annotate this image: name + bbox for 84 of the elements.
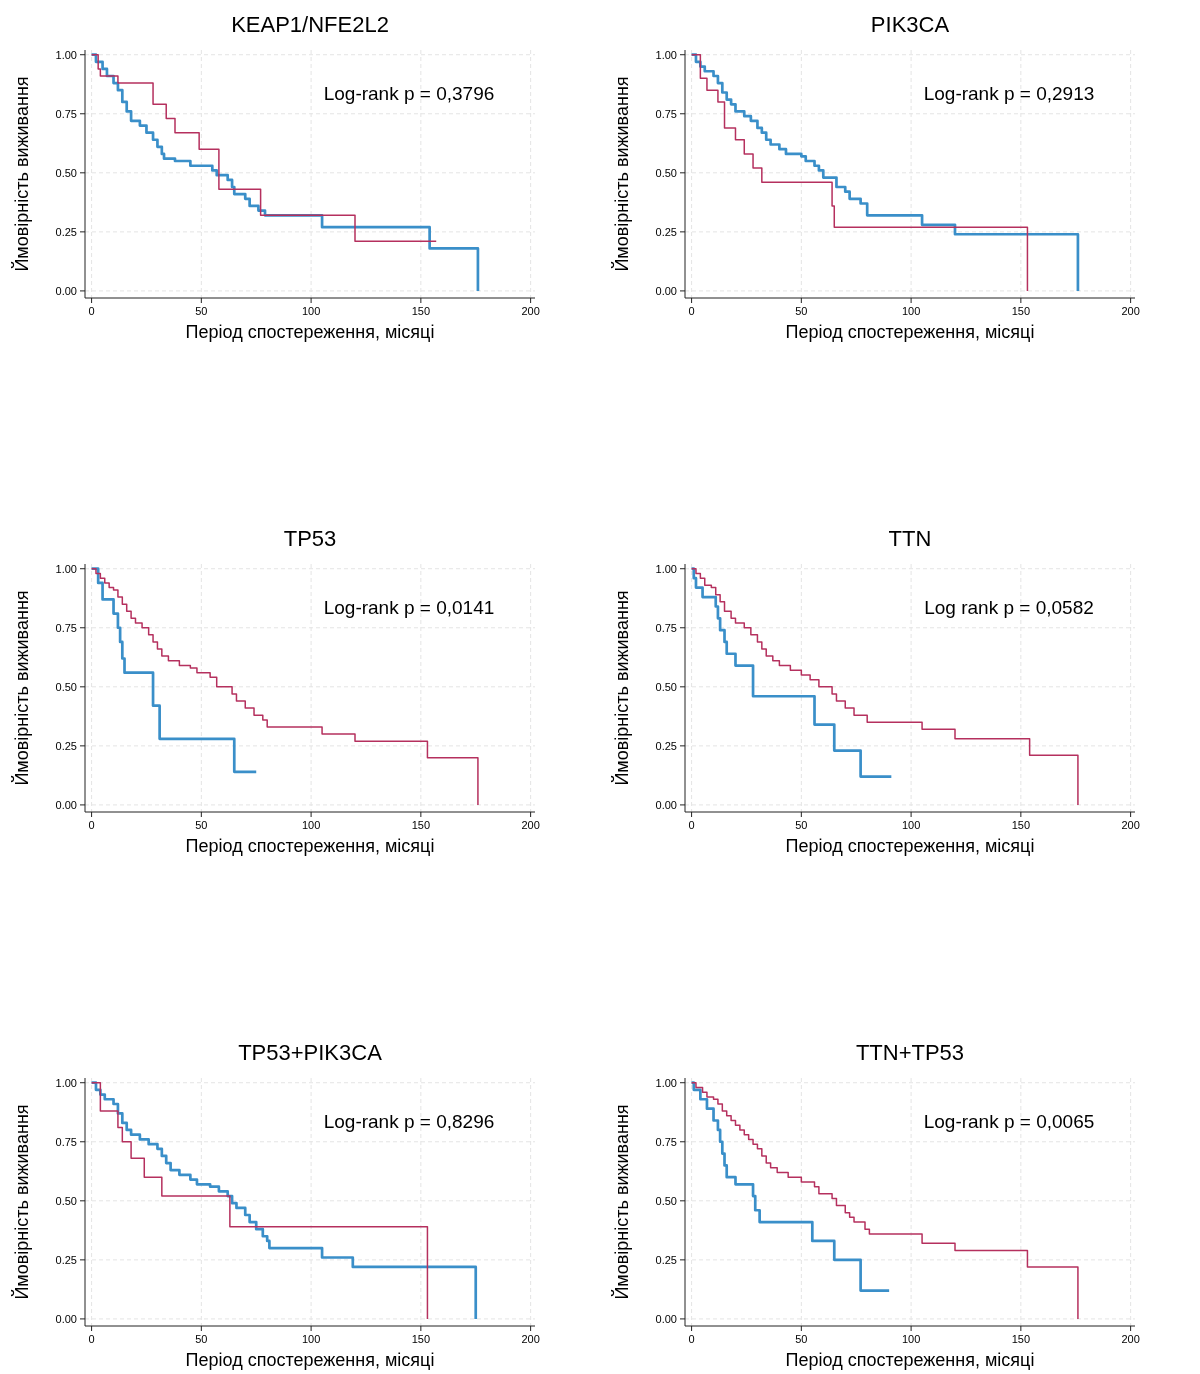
x-tick-label: 200 bbox=[521, 1333, 540, 1345]
x-tick-label: 200 bbox=[1121, 1333, 1140, 1345]
x-tick-label: 150 bbox=[1011, 305, 1031, 317]
x-tick-label: 150 bbox=[411, 1333, 431, 1345]
annotation: Log-rank p = 0,8296 bbox=[323, 1110, 495, 1132]
x-axis-title: Період спостереження, місяці bbox=[785, 836, 1035, 856]
x-tick-label: 0 bbox=[88, 819, 95, 831]
y-tick-label: 0.25 bbox=[55, 739, 77, 752]
y-tick-label: 0.50 bbox=[55, 680, 77, 693]
y-axis-title: Ймовірність виживання bbox=[611, 590, 632, 786]
y-tick-label: 1.00 bbox=[55, 48, 77, 61]
x-tick-label: 100 bbox=[901, 1333, 921, 1345]
y-tick-label: 0.75 bbox=[55, 1135, 77, 1148]
y-tick-label: 0.75 bbox=[55, 621, 77, 634]
x-axis-title: Період спостереження, місяці bbox=[785, 322, 1035, 342]
y-axis-title: Ймовірність виживання bbox=[611, 1104, 632, 1300]
y-tick-label: 0.25 bbox=[655, 225, 677, 238]
y-tick-label: 0.75 bbox=[655, 107, 677, 120]
x-tick-label: 50 bbox=[195, 305, 208, 317]
annotation: Log-rank p = 0,3796 bbox=[323, 82, 495, 104]
x-tick-label: 100 bbox=[301, 819, 321, 831]
y-tick-label: 0.50 bbox=[55, 166, 77, 179]
y-tick-label: 0.75 bbox=[55, 107, 77, 120]
x-tick-label: 50 bbox=[195, 1333, 208, 1345]
y-tick-label: 0.75 bbox=[655, 621, 677, 634]
annotation: Log rank p = 0,0582 bbox=[924, 596, 1094, 618]
x-tick-label: 0 bbox=[688, 1333, 695, 1345]
x-tick-label: 100 bbox=[301, 305, 321, 317]
annotation: Log-rank p = 0,0065 bbox=[923, 1110, 1095, 1132]
y-tick-label: 0.00 bbox=[655, 284, 677, 297]
x-tick-label: 200 bbox=[1121, 305, 1140, 317]
x-tick-label: 200 bbox=[1121, 819, 1140, 831]
chart-title: TP53 bbox=[283, 526, 337, 551]
x-tick-label: 100 bbox=[901, 305, 921, 317]
x-axis-title: Період спостереження, місяці bbox=[185, 1350, 435, 1370]
y-axis-title: Ймовірність виживання bbox=[611, 76, 632, 272]
y-tick-label: 0.25 bbox=[655, 739, 677, 752]
chart-title: TP53+PIK3CA bbox=[238, 1040, 383, 1065]
x-tick-label: 50 bbox=[795, 819, 808, 831]
x-axis-title: Період спостереження, місяці bbox=[785, 1350, 1035, 1370]
x-tick-label: 100 bbox=[901, 819, 921, 831]
y-axis-title: Ймовірність виживання bbox=[11, 76, 32, 272]
y-axis-title: Ймовірність виживання bbox=[11, 590, 32, 786]
x-tick-label: 50 bbox=[795, 305, 808, 317]
y-tick-label: 1.00 bbox=[655, 1076, 677, 1089]
y-tick-label: 0.00 bbox=[655, 1312, 677, 1325]
y-tick-label: 0.50 bbox=[55, 1194, 77, 1207]
y-tick-label: 1.00 bbox=[655, 48, 677, 61]
y-tick-label: 0.50 bbox=[655, 166, 677, 179]
x-axis-title: Період спостереження, місяці bbox=[185, 322, 435, 342]
x-axis-title: Період спостереження, місяці bbox=[185, 836, 435, 856]
x-tick-label: 0 bbox=[88, 1333, 95, 1345]
x-tick-label: 0 bbox=[688, 819, 695, 831]
y-tick-label: 0.50 bbox=[655, 680, 677, 693]
x-tick-label: 150 bbox=[1011, 819, 1031, 831]
x-tick-label: 150 bbox=[411, 819, 431, 831]
annotation: Log-rank p = 0,0141 bbox=[323, 596, 495, 618]
y-tick-label: 1.00 bbox=[55, 562, 77, 575]
y-tick-label: 0.00 bbox=[55, 798, 77, 811]
x-tick-label: 150 bbox=[1011, 1333, 1031, 1345]
x-tick-label: 200 bbox=[521, 305, 540, 317]
y-tick-label: 0.00 bbox=[655, 798, 677, 811]
y-tick-label: 0.50 bbox=[655, 1194, 677, 1207]
chart-title: TTN+TP53 bbox=[855, 1040, 965, 1065]
x-tick-label: 50 bbox=[795, 1333, 808, 1345]
chart-title: TTN bbox=[888, 526, 932, 551]
x-tick-label: 0 bbox=[688, 305, 695, 317]
y-tick-label: 0.00 bbox=[55, 1312, 77, 1325]
y-axis-title: Ймовірність виживання bbox=[11, 1104, 32, 1300]
y-tick-label: 1.00 bbox=[655, 562, 677, 575]
y-tick-label: 1.00 bbox=[55, 1076, 77, 1089]
y-tick-label: 0.25 bbox=[655, 1253, 677, 1266]
chart-title: KEAP1/NFE2L2 bbox=[231, 12, 389, 37]
x-tick-label: 200 bbox=[521, 819, 540, 831]
y-tick-label: 0.25 bbox=[55, 225, 77, 238]
x-tick-label: 150 bbox=[411, 305, 431, 317]
x-tick-label: 50 bbox=[195, 819, 208, 831]
annotation: Log-rank p = 0,2913 bbox=[923, 82, 1095, 104]
y-tick-label: 0.25 bbox=[55, 1253, 77, 1266]
x-tick-label: 0 bbox=[88, 305, 95, 317]
y-tick-label: 0.75 bbox=[655, 1135, 677, 1148]
y-tick-label: 0.00 bbox=[55, 284, 77, 297]
x-tick-label: 100 bbox=[301, 1333, 321, 1345]
chart-title: PIK3CA bbox=[870, 12, 950, 37]
